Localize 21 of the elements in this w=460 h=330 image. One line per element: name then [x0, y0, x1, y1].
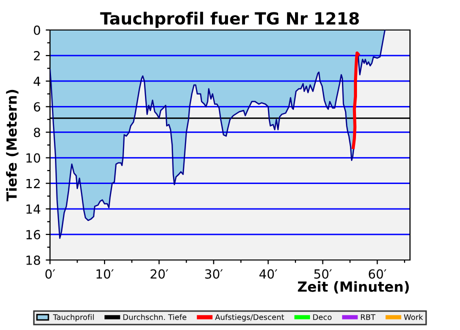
x-tick-label: 30′ [205, 269, 223, 279]
x-tick-label: 10′ [96, 269, 114, 279]
x-tick-label: 60′ [368, 269, 386, 279]
y-tick-label: 0 [34, 25, 40, 35]
x-tick-label: 20′ [150, 269, 168, 279]
y-tick-label: 16 [26, 230, 40, 240]
y-tick-label: 12 [26, 178, 40, 188]
y-axis-title: Tiefe (Metern) [6, 90, 18, 202]
x-tick-label: 0′ [45, 269, 56, 279]
y-tick-label: 10 [26, 153, 40, 163]
y-tick-label: 6 [34, 102, 40, 112]
x-axis-title: Zeit (Minuten) [298, 281, 409, 294]
line-series [352, 51, 360, 150]
y-tick-label: 4 [34, 76, 40, 86]
x-tick-label: 50′ [314, 269, 332, 279]
chart-title: Tauchprofil fuer TG Nr 1218 [100, 12, 359, 28]
y-tick-label: 2 [34, 51, 40, 60]
x-tick-label: 40′ [259, 269, 278, 279]
y-tick-label: 8 [34, 128, 40, 138]
y-tick-label: 14 [26, 204, 40, 214]
y-tick-label: 18 [26, 255, 40, 265]
